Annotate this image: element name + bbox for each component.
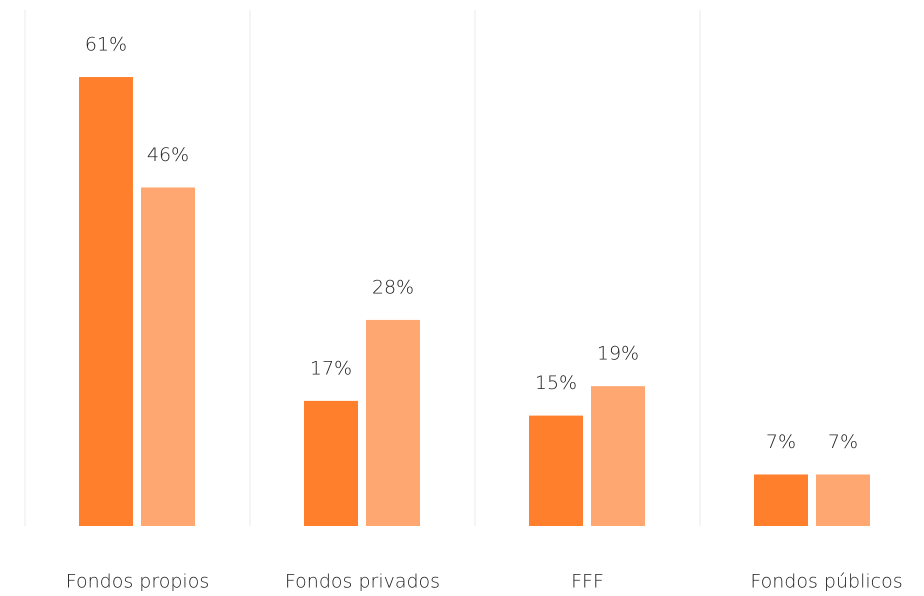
data-label: 19%	[597, 343, 639, 365]
data-label: 7%	[828, 431, 858, 453]
x-tick-label: Fondos privados	[285, 571, 440, 593]
data-label: 46%	[147, 144, 189, 166]
bar	[529, 415, 583, 526]
data-label: 17%	[310, 357, 352, 379]
bar	[141, 187, 195, 526]
data-label: 61%	[85, 34, 127, 56]
bar	[816, 474, 870, 526]
bar	[591, 386, 645, 526]
x-tick-label: FFF	[571, 571, 604, 593]
x-tick-label: Fondos públicos	[750, 571, 902, 593]
data-label: 15%	[535, 372, 577, 394]
x-tick-label: Fondos propios	[66, 571, 209, 593]
bar	[366, 319, 420, 526]
data-label: 28%	[372, 276, 414, 298]
bar	[79, 77, 133, 526]
bar	[754, 474, 808, 526]
bar	[304, 400, 358, 526]
data-label: 7%	[766, 431, 796, 453]
